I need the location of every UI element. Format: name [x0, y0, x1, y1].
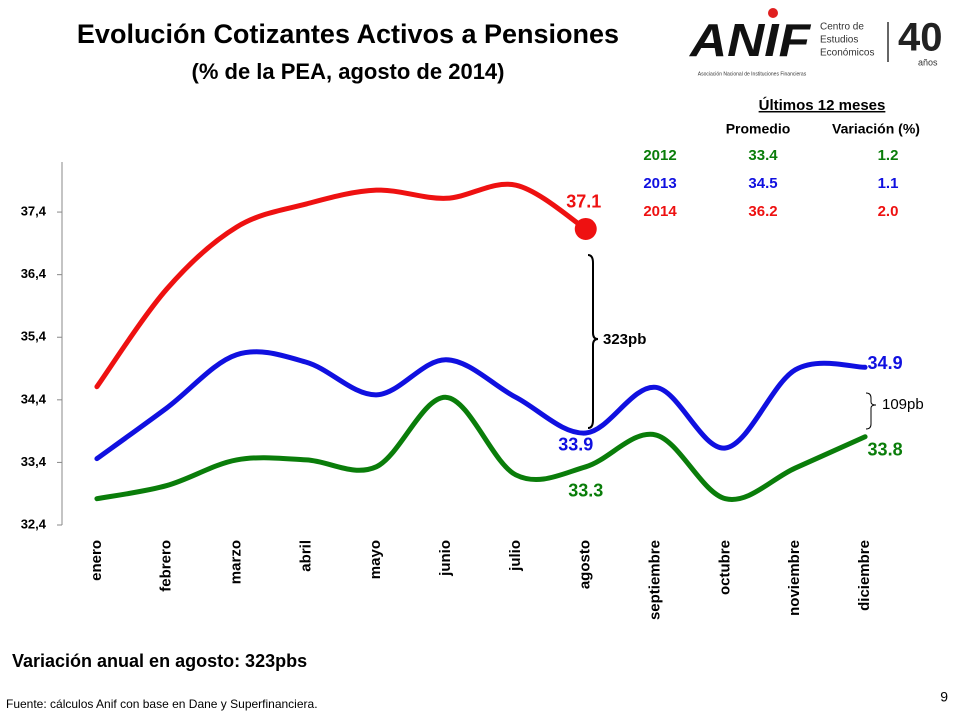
x-tick-label: agosto — [577, 540, 594, 589]
y-tick-label: 36,4 — [21, 266, 47, 281]
x-tick-label: octubre — [716, 540, 733, 595]
note: Variación anual en agosto: 323pbs — [12, 651, 307, 671]
series-line — [94, 349, 868, 462]
logo-dot — [768, 8, 778, 18]
end-marker — [574, 217, 597, 240]
series-line — [94, 181, 589, 390]
table-cell: 2012 — [643, 147, 676, 164]
logo-center: Económicos — [820, 48, 874, 59]
logo-center: Estudios — [820, 35, 858, 46]
logo-tagline: Asociación Nacional de Instituciones Fin… — [698, 71, 807, 77]
table-cell: 2.0 — [878, 203, 899, 220]
x-tick-label: febrero — [158, 540, 175, 592]
y-tick-label: 35,4 — [21, 329, 47, 344]
logo-center: Centro de — [820, 22, 864, 33]
logo-name: ANIF — [689, 14, 812, 66]
brace — [587, 254, 599, 429]
table-cell: 2014 — [643, 203, 677, 220]
x-tick-label: abril — [297, 540, 314, 572]
table-cell: 33.4 — [748, 147, 778, 164]
x-tick-label: noviembre — [786, 540, 803, 616]
annotation: 109pb — [882, 396, 924, 413]
x-tick-label: mayo — [367, 540, 384, 579]
series-line — [94, 394, 868, 502]
logo: ANIF Asociación Nacional de Institucione… — [689, 8, 943, 77]
y-tick-label: 33,4 — [21, 454, 47, 469]
x-tick-label: enero — [88, 540, 105, 581]
logo-anniversary-sub: años — [918, 57, 938, 67]
x-tick-label: septiembre — [647, 540, 664, 620]
source: Fuente: cálculos Anif con base en Dane y… — [6, 697, 318, 711]
chart-subtitle: (% de la PEA, agosto de 2014) — [192, 59, 505, 84]
y-tick-label: 32,4 — [21, 516, 47, 531]
table-header: Promedio — [726, 121, 791, 137]
data-label: 34.9 — [868, 353, 903, 373]
data-label: 33.9 — [558, 435, 593, 455]
table-cell: 2013 — [643, 175, 676, 192]
table-body: 2012 33.4 1.2 2013 34.5 1.1 2014 36.2 2.0 — [643, 147, 898, 220]
x-tick-label: diciembre — [856, 540, 873, 611]
data-label: 33.8 — [868, 440, 903, 460]
brace — [865, 392, 877, 430]
table-cell: 1.2 — [878, 147, 899, 164]
logo-anniversary: 40 — [898, 16, 943, 60]
table-cell: 36.2 — [748, 203, 777, 220]
table-cell: 1.1 — [878, 175, 899, 192]
page-number: 9 — [940, 689, 948, 705]
data-label: 33.3 — [568, 481, 603, 501]
chart-title: Evolución Cotizantes Activos a Pensiones — [77, 19, 619, 49]
annotation: 323pb — [603, 331, 646, 348]
table-header: Variación (%) — [832, 121, 920, 137]
table-title: Últimos 12 meses — [759, 96, 886, 114]
x-tick-label: junio — [437, 540, 454, 577]
y-tick-label: 37,4 — [21, 204, 47, 219]
table-cell: 34.5 — [748, 175, 777, 192]
data-label: 37.1 — [566, 192, 601, 212]
x-tick-label: julio — [507, 540, 524, 572]
x-tick-label: marzo — [228, 540, 245, 584]
y-tick-label: 34,4 — [21, 391, 47, 406]
